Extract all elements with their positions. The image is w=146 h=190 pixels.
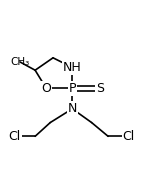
Text: NH: NH — [63, 61, 82, 74]
Text: CH₃: CH₃ — [10, 57, 30, 67]
Text: Cl: Cl — [8, 130, 21, 143]
Text: S: S — [96, 82, 104, 95]
Text: Cl: Cl — [123, 130, 135, 143]
Text: P: P — [69, 82, 76, 95]
Text: N: N — [68, 102, 77, 115]
Text: O: O — [41, 82, 51, 95]
